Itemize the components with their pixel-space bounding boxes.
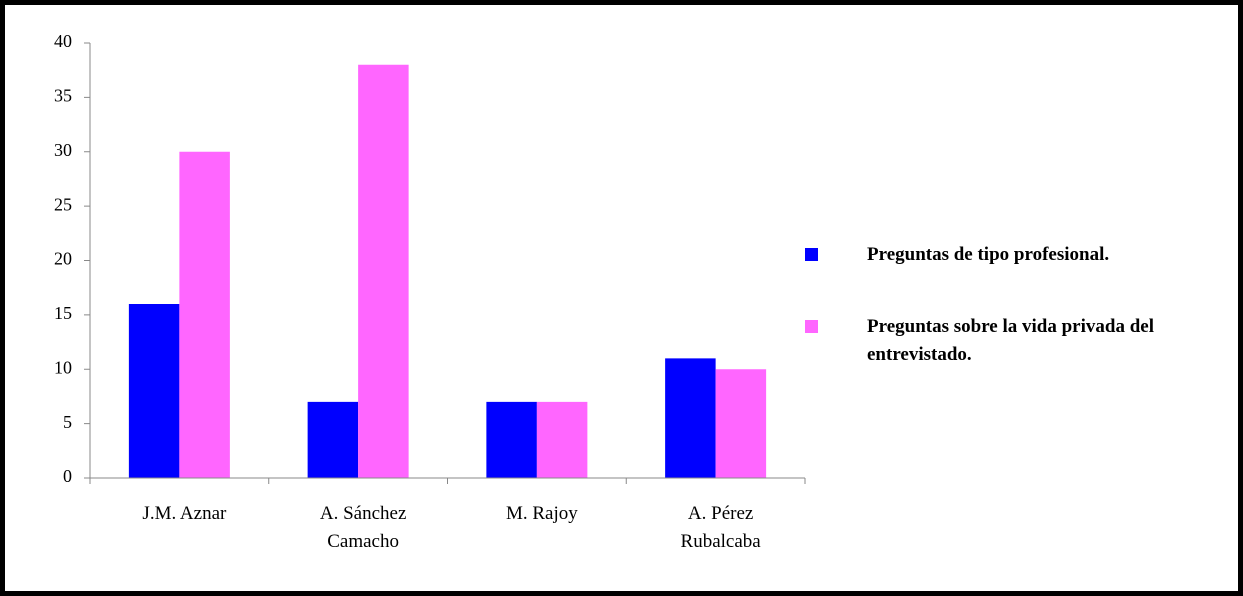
bar xyxy=(179,151,230,478)
y-tick-label: 5 xyxy=(63,412,72,432)
x-tick-label: A. Pérez Rubalcaba xyxy=(680,503,761,552)
bar xyxy=(536,401,588,478)
bar xyxy=(486,401,537,478)
x-tick-label: M. Rajoy xyxy=(505,503,578,524)
y-tick-label: 25 xyxy=(54,194,72,214)
y-tick-label: 30 xyxy=(54,140,72,160)
y-tick-label: 10 xyxy=(54,357,72,377)
legend-swatch xyxy=(805,320,818,333)
legend-label: Preguntas sobre la vida privada del entr… xyxy=(867,316,1154,365)
x-tick-label: J.M. Aznar xyxy=(142,503,227,524)
legend-swatch xyxy=(805,248,818,261)
bar xyxy=(358,64,409,478)
chart: 0 5 10 15 20 25 30 35 40 xyxy=(54,31,806,486)
y-tick-label: 15 xyxy=(54,303,72,323)
bar xyxy=(307,401,359,478)
legend-label: Preguntas de tipo profesional. xyxy=(867,244,1110,265)
bar xyxy=(665,358,716,478)
y-tick-label: 40 xyxy=(54,31,72,51)
y-tick-label: 20 xyxy=(54,249,72,269)
bar xyxy=(715,369,767,478)
x-tick-label: A. Sánchez Camacho xyxy=(319,503,407,552)
y-tick-label: 35 xyxy=(54,86,72,106)
bar xyxy=(128,304,180,478)
y-tick-label: 0 xyxy=(63,466,72,486)
